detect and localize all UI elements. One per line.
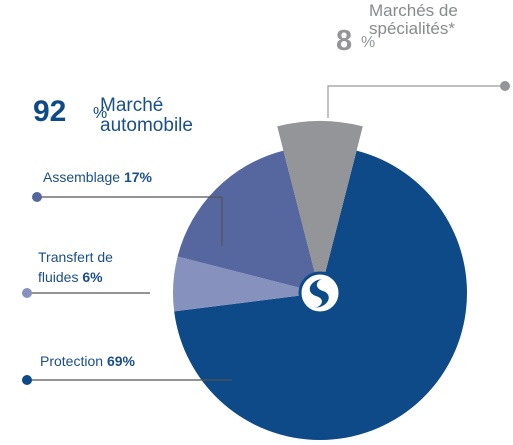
group-unit: % <box>361 34 376 51</box>
logo <box>298 271 342 315</box>
group-name: Marchés de spécialités* <box>369 1 458 38</box>
group-unit: % <box>93 105 108 122</box>
value-label: 6% <box>82 268 103 285</box>
slice-label: Protection 69% <box>40 354 135 369</box>
value-label: 17% <box>123 169 152 185</box>
leader-line <box>327 85 505 118</box>
slice-label: Assemblage 17% <box>43 170 152 185</box>
slice <box>277 121 363 294</box>
leaders <box>27 85 505 381</box>
dot <box>22 288 32 298</box>
category: Transfert de fluides <box>38 249 113 285</box>
dot <box>500 81 510 91</box>
group-value: 92 <box>33 95 67 128</box>
category: Assemblage <box>43 169 121 185</box>
slice-label: Transfert de fluides 6% <box>38 248 128 287</box>
leader-line <box>37 196 223 246</box>
slice <box>177 150 320 293</box>
group-value: 8 <box>336 25 353 57</box>
group-name: Marché automobile <box>100 95 193 136</box>
value-label: 69% <box>106 353 135 369</box>
dot <box>22 375 32 385</box>
category: Protection <box>40 353 104 369</box>
slice <box>173 256 320 312</box>
dot <box>32 192 42 202</box>
logo-swoosh <box>309 279 329 308</box>
